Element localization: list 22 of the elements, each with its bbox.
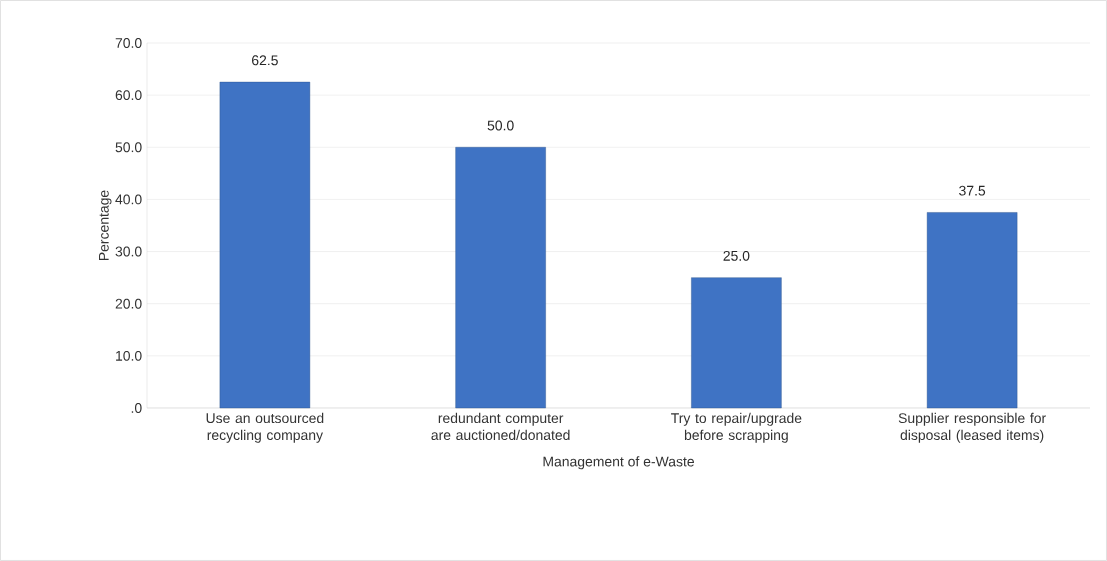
bar <box>219 81 311 409</box>
x-tick-label: Use an outsourced recycling company <box>206 412 324 443</box>
data-label: 37.5 <box>959 185 986 196</box>
y-tick-label: 50.0 <box>115 142 142 153</box>
bar <box>691 277 782 409</box>
y-tick-label: 70.0 <box>115 38 142 48</box>
y-tick-label: 20.0 <box>115 298 142 309</box>
bar <box>926 212 1018 409</box>
x-axis-title: Management of e-Waste <box>543 456 694 470</box>
bar <box>455 147 546 409</box>
y-tick-label: 40.0 <box>115 194 142 205</box>
y-tick-label: .0 <box>131 403 142 413</box>
x-tick-label: Try to repair/upgrade before scrapping <box>671 412 802 443</box>
y-tick-label: 30.0 <box>115 246 142 257</box>
x-tick-label: Supplier responsible for disposal (leased items) <box>898 412 1046 443</box>
y-axis-title: Percentage <box>99 190 112 261</box>
data-label: 62.5 <box>252 55 278 66</box>
x-tick-label: redundant computer are auctioned/donated <box>431 412 570 441</box>
y-tick-label: 10.0 <box>116 350 142 361</box>
data-label: 50.0 <box>487 120 514 131</box>
data-label: 25.0 <box>723 250 750 261</box>
y-tick-label: 60.0 <box>115 90 142 101</box>
